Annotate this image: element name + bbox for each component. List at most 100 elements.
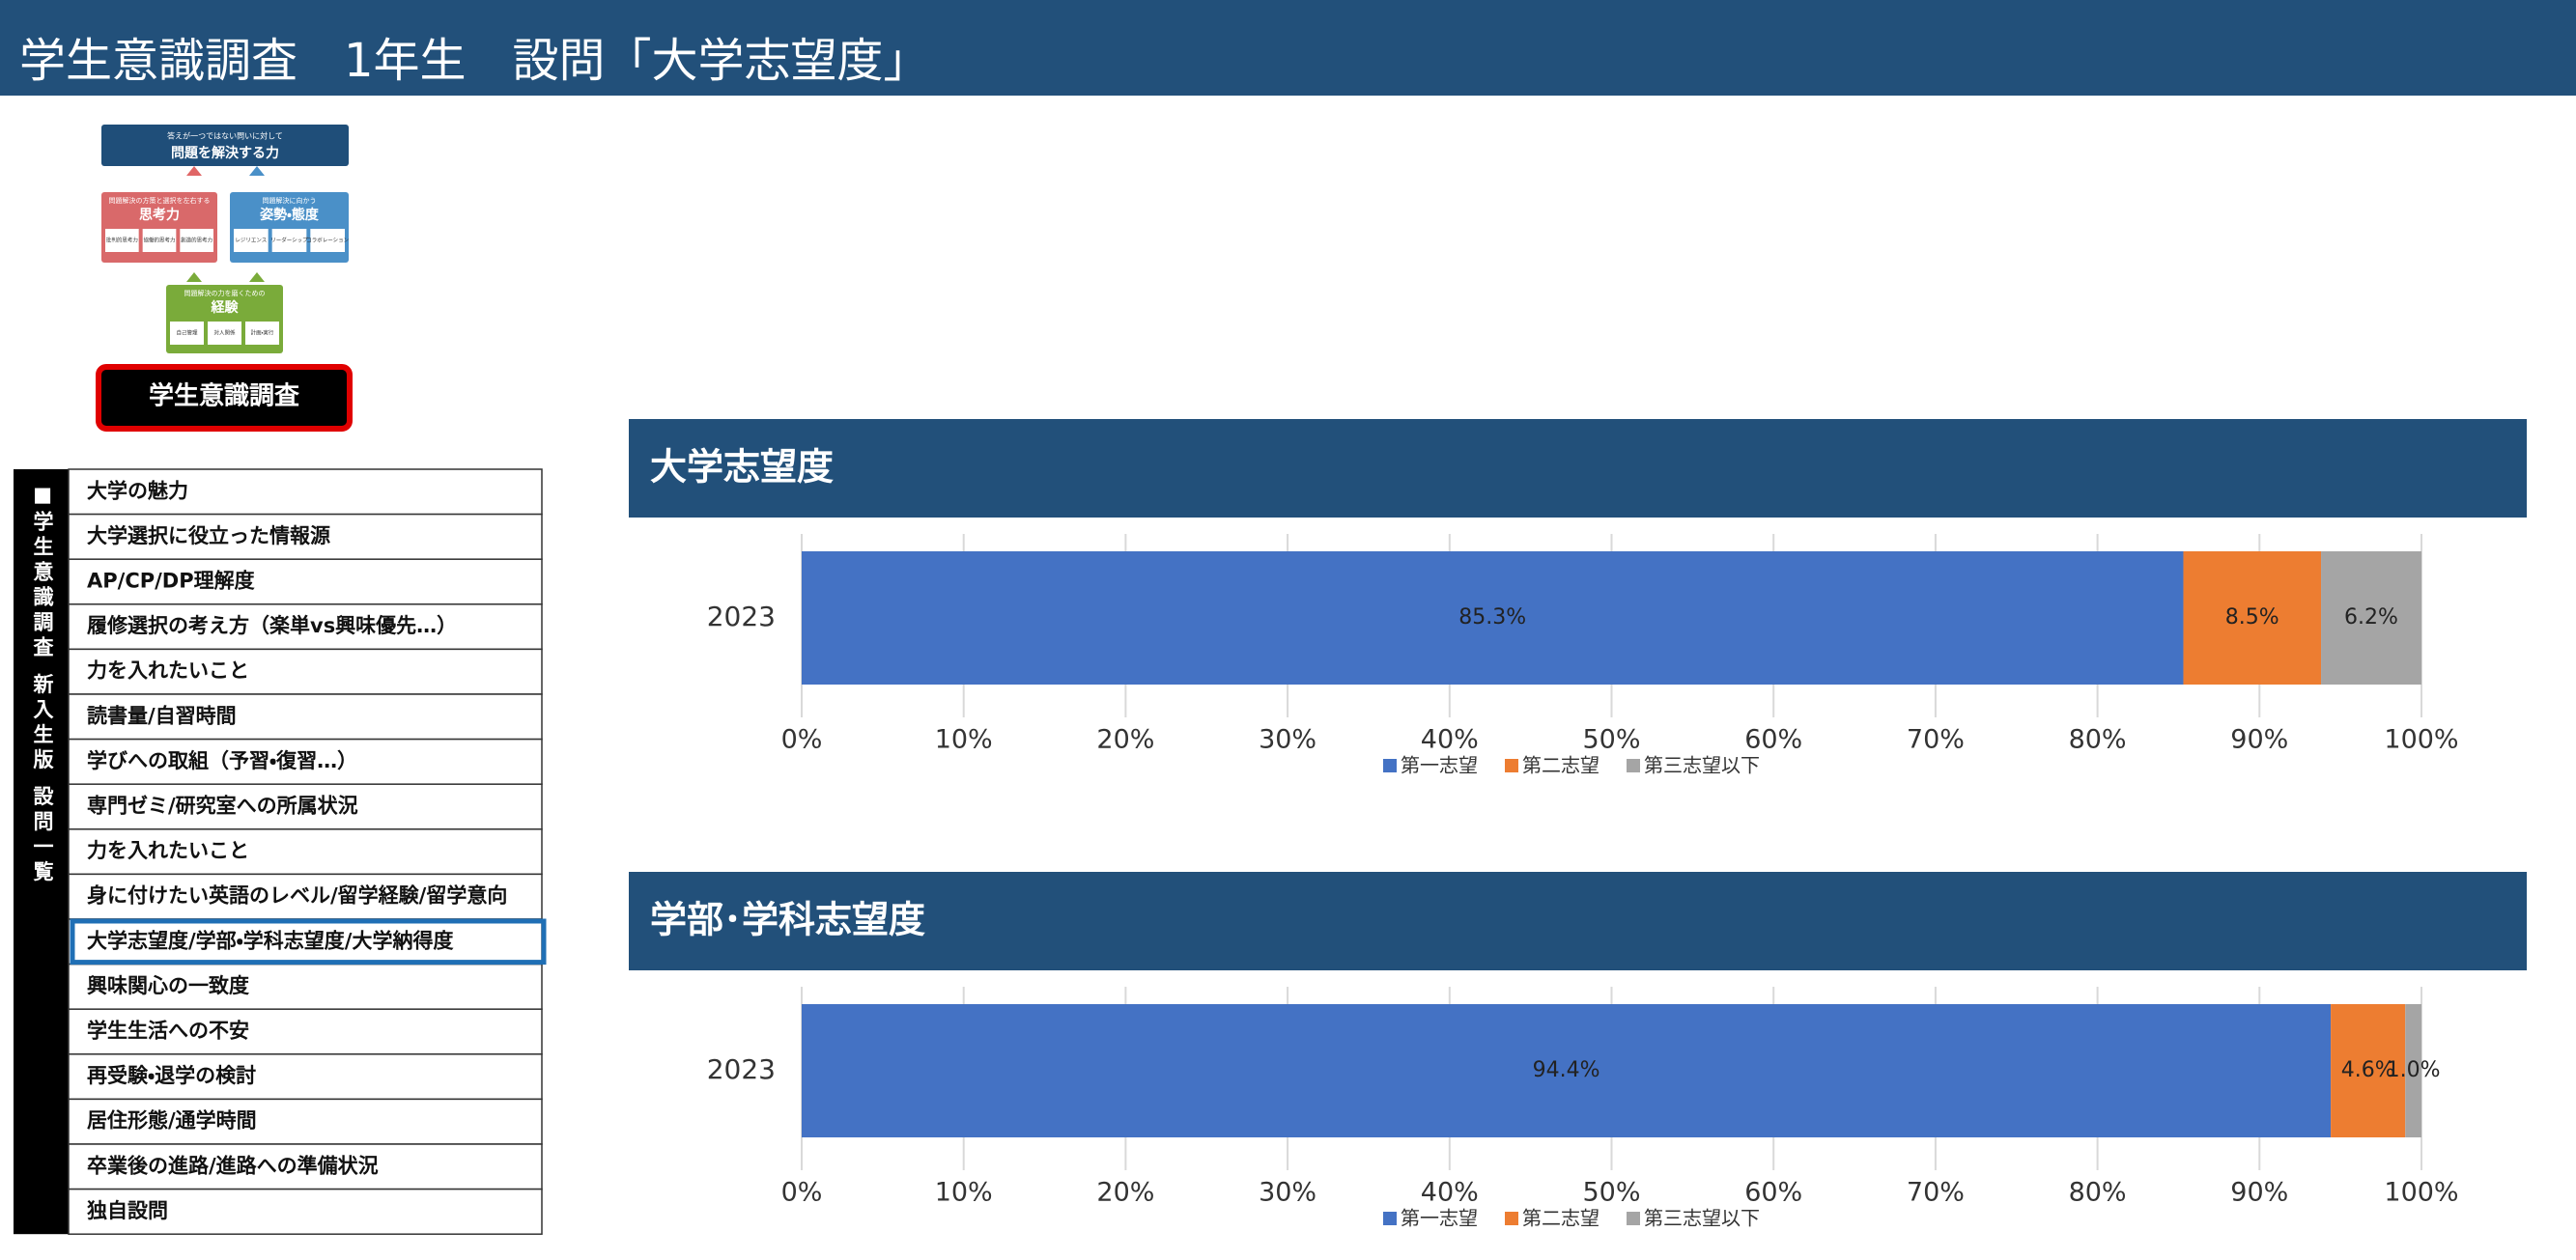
menu-item[interactable]: [68, 738, 543, 785]
left-item-box: [142, 229, 177, 252]
bar-segment: [2331, 1004, 2406, 1137]
menu-item-label: 力を入れたいこと: [87, 659, 249, 683]
value-label: 1.0%: [2387, 1058, 2441, 1082]
top-title: 問題を解決する力: [171, 145, 279, 161]
x-tick-label: 90%: [2230, 1178, 2288, 1208]
menu-item[interactable]: [68, 963, 543, 1010]
nav-button-label: 学生意識調査: [149, 381, 299, 411]
menu-item-label: 力を入れたいこと: [87, 839, 249, 862]
legend-label: 第二志望: [1522, 1207, 1599, 1230]
chart-title: 大学志望度: [650, 446, 834, 489]
top-caption: 答えが一つではない問いに対して: [167, 131, 283, 141]
menu-item-label: 大学の魅力: [87, 479, 188, 502]
right-title: 姿勢・態度: [260, 207, 320, 223]
bottom-item: 自己管理: [176, 329, 198, 337]
menu-item[interactable]: [68, 828, 543, 876]
bottom-item: 対人関係: [213, 329, 236, 337]
menu-selected: [70, 918, 547, 966]
x-tick-label: 0%: [781, 1178, 823, 1208]
menu-item[interactable]: [68, 603, 543, 651]
menu-item-label: 再受験・退学の検討: [87, 1064, 256, 1087]
menu-item[interactable]: [68, 558, 543, 605]
x-tick-label: 100%: [2384, 1178, 2458, 1208]
legend-swatch: [1383, 1212, 1397, 1225]
bar-segment: [802, 551, 2184, 685]
value-label: 94.4%: [1533, 1058, 1600, 1082]
bottom-caption: 問題解決の力を磨くための: [184, 289, 266, 297]
nav-button[interactable]: [96, 364, 353, 432]
menu-item[interactable]: [68, 1098, 543, 1145]
x-tick-label: 30%: [1259, 1178, 1316, 1208]
x-tick-label: 50%: [1582, 725, 1640, 755]
legend-label: 第二志望: [1522, 754, 1599, 777]
menu-item-label: 身に付けたい英語のレベル/留学経験/留学意向: [87, 884, 507, 908]
menu-item[interactable]: [68, 783, 543, 830]
page-title: 学生意識調査 1年生 設問「大学志望度」: [19, 34, 930, 88]
left-item-box: [105, 229, 139, 252]
arrow-up: [186, 166, 202, 176]
bar-segment: [802, 1004, 2332, 1137]
x-tick-label: 60%: [1744, 1178, 1802, 1208]
menu-side-label: ■学生意識調査 新入生版 設問一覧: [31, 483, 55, 886]
bottom-item-box: [245, 322, 279, 345]
x-tick-label: 90%: [2230, 725, 2288, 755]
left-item-box: [180, 229, 213, 252]
arrow-up: [186, 272, 202, 282]
value-label: 6.2%: [2344, 605, 2398, 630]
right-item: リーダーシップ: [270, 237, 308, 244]
x-tick-label: 0%: [781, 725, 823, 755]
menu-item-label: 学生生活への不安: [87, 1020, 249, 1043]
menu-item[interactable]: [68, 1188, 543, 1235]
chart-title: 学部･学科志望度: [650, 899, 925, 941]
menu-item-label: 専門ゼミ/研究室への所属状況: [87, 795, 358, 818]
legend-swatch: [1627, 759, 1640, 772]
arrow-up: [249, 272, 265, 282]
x-tick-label: 100%: [2384, 725, 2458, 755]
menu-item[interactable]: [68, 918, 543, 966]
header-bar: [0, 0, 2576, 96]
x-tick-label: 80%: [2069, 1178, 2127, 1208]
menu-item-label: 大学選択に役立った情報源: [87, 524, 330, 547]
value-label: 8.5%: [2225, 605, 2279, 630]
menu-item[interactable]: [68, 513, 543, 560]
bar-segment: [2183, 551, 2322, 685]
x-tick-label: 10%: [935, 725, 993, 755]
top-box: [101, 125, 349, 166]
x-tick-label: 20%: [1096, 1178, 1154, 1208]
x-tick-label: 70%: [1907, 725, 1965, 755]
legend-label: 第三志望以下: [1644, 754, 1760, 777]
chart-header: [629, 419, 2527, 518]
bottom-item-box: [208, 322, 241, 345]
legend-label: 第一志望: [1401, 1207, 1478, 1230]
left-item: 批判的思考力: [106, 237, 138, 244]
menu-item[interactable]: [68, 1008, 543, 1055]
menu-side: [14, 469, 69, 1235]
legend-swatch: [1383, 759, 1397, 772]
left-item: 創造的思考力: [181, 237, 212, 244]
bar-segment: [2405, 1004, 2421, 1137]
x-tick-label: 30%: [1259, 725, 1316, 755]
left-title: 思考力: [139, 207, 180, 223]
bottom-title: 経験: [211, 299, 240, 316]
legend-swatch: [1505, 759, 1518, 772]
right-item-box: [271, 229, 307, 252]
right-item-box: [310, 229, 345, 252]
x-tick-label: 40%: [1421, 725, 1479, 755]
menu-item-label: 読書量/自習時間: [87, 704, 237, 727]
x-tick-label: 10%: [935, 1178, 993, 1208]
value-label: 4.6%: [2341, 1058, 2395, 1082]
bar-segment: [2321, 551, 2421, 685]
right-item: コラボレーション: [306, 237, 349, 244]
menu-item[interactable]: [68, 873, 543, 920]
menu-item-label: AP/CP/DP理解度: [87, 570, 255, 593]
value-label: 85.3%: [1458, 605, 1526, 630]
left-caption: 問題解決の方策と選択を左右する: [109, 196, 211, 205]
menu-item-label: 大学志望度/学部・学科志望度/大学納得度: [87, 929, 453, 952]
right-item-box: [234, 229, 269, 252]
menu-item-label: 卒業後の進路/進路への準備状況: [87, 1154, 379, 1177]
menu-item-label: 学びへの取組（予習・復習…）: [87, 749, 357, 772]
menu-item[interactable]: [68, 693, 543, 741]
category-label: 2023: [707, 1053, 776, 1085]
bottom-item: 計画・実行: [251, 329, 274, 337]
